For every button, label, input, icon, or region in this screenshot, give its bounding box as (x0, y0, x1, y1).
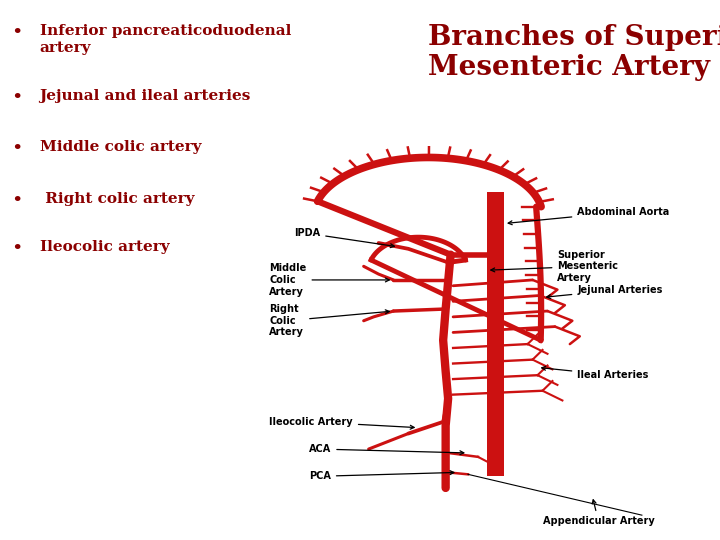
Text: •: • (11, 140, 22, 158)
Text: IPDA: IPDA (294, 228, 395, 248)
Text: Jejunal and ileal arteries: Jejunal and ileal arteries (40, 89, 251, 103)
Text: •: • (11, 240, 22, 258)
Text: Middle
Colic
Artery: Middle Colic Artery (269, 264, 390, 296)
Text: Abdominal Aorta: Abdominal Aorta (508, 207, 670, 225)
Text: Middle colic artery: Middle colic artery (40, 140, 201, 154)
Text: Appendicular Artery: Appendicular Artery (542, 500, 654, 526)
Text: Ileocolic Artery: Ileocolic Artery (269, 417, 414, 429)
Text: •: • (11, 89, 22, 107)
Text: Jejunal Arteries: Jejunal Arteries (546, 285, 662, 299)
Text: Ileocolic artery: Ileocolic artery (40, 240, 169, 254)
Text: •: • (11, 192, 22, 210)
Text: Branches of Superior
Mesenteric Artery: Branches of Superior Mesenteric Artery (428, 24, 720, 82)
Text: Ileal Arteries: Ileal Arteries (541, 366, 649, 380)
Bar (487, 192, 504, 476)
Text: Right
Colic
Artery: Right Colic Artery (269, 304, 390, 338)
Text: PCA: PCA (309, 471, 454, 481)
Text: •: • (11, 24, 22, 42)
Text: Superior
Mesenteric
Artery: Superior Mesenteric Artery (491, 249, 618, 283)
Text: Right colic artery: Right colic artery (40, 192, 194, 206)
Text: ACA: ACA (309, 444, 464, 455)
Text: Inferior pancreaticoduodenal
artery: Inferior pancreaticoduodenal artery (40, 24, 291, 55)
